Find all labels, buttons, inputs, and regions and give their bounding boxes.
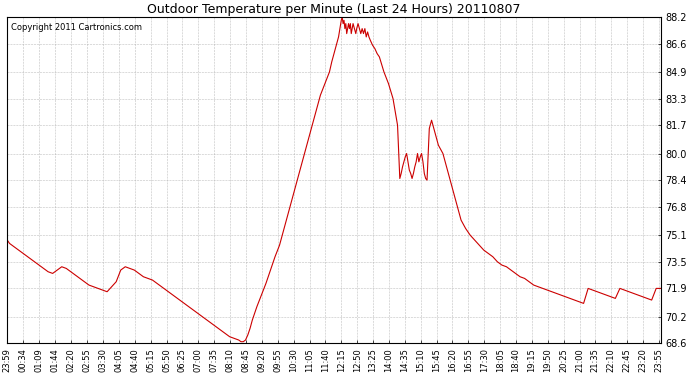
Title: Outdoor Temperature per Minute (Last 24 Hours) 20110807: Outdoor Temperature per Minute (Last 24 … <box>147 3 521 16</box>
Text: Copyright 2011 Cartronics.com: Copyright 2011 Cartronics.com <box>10 24 141 33</box>
